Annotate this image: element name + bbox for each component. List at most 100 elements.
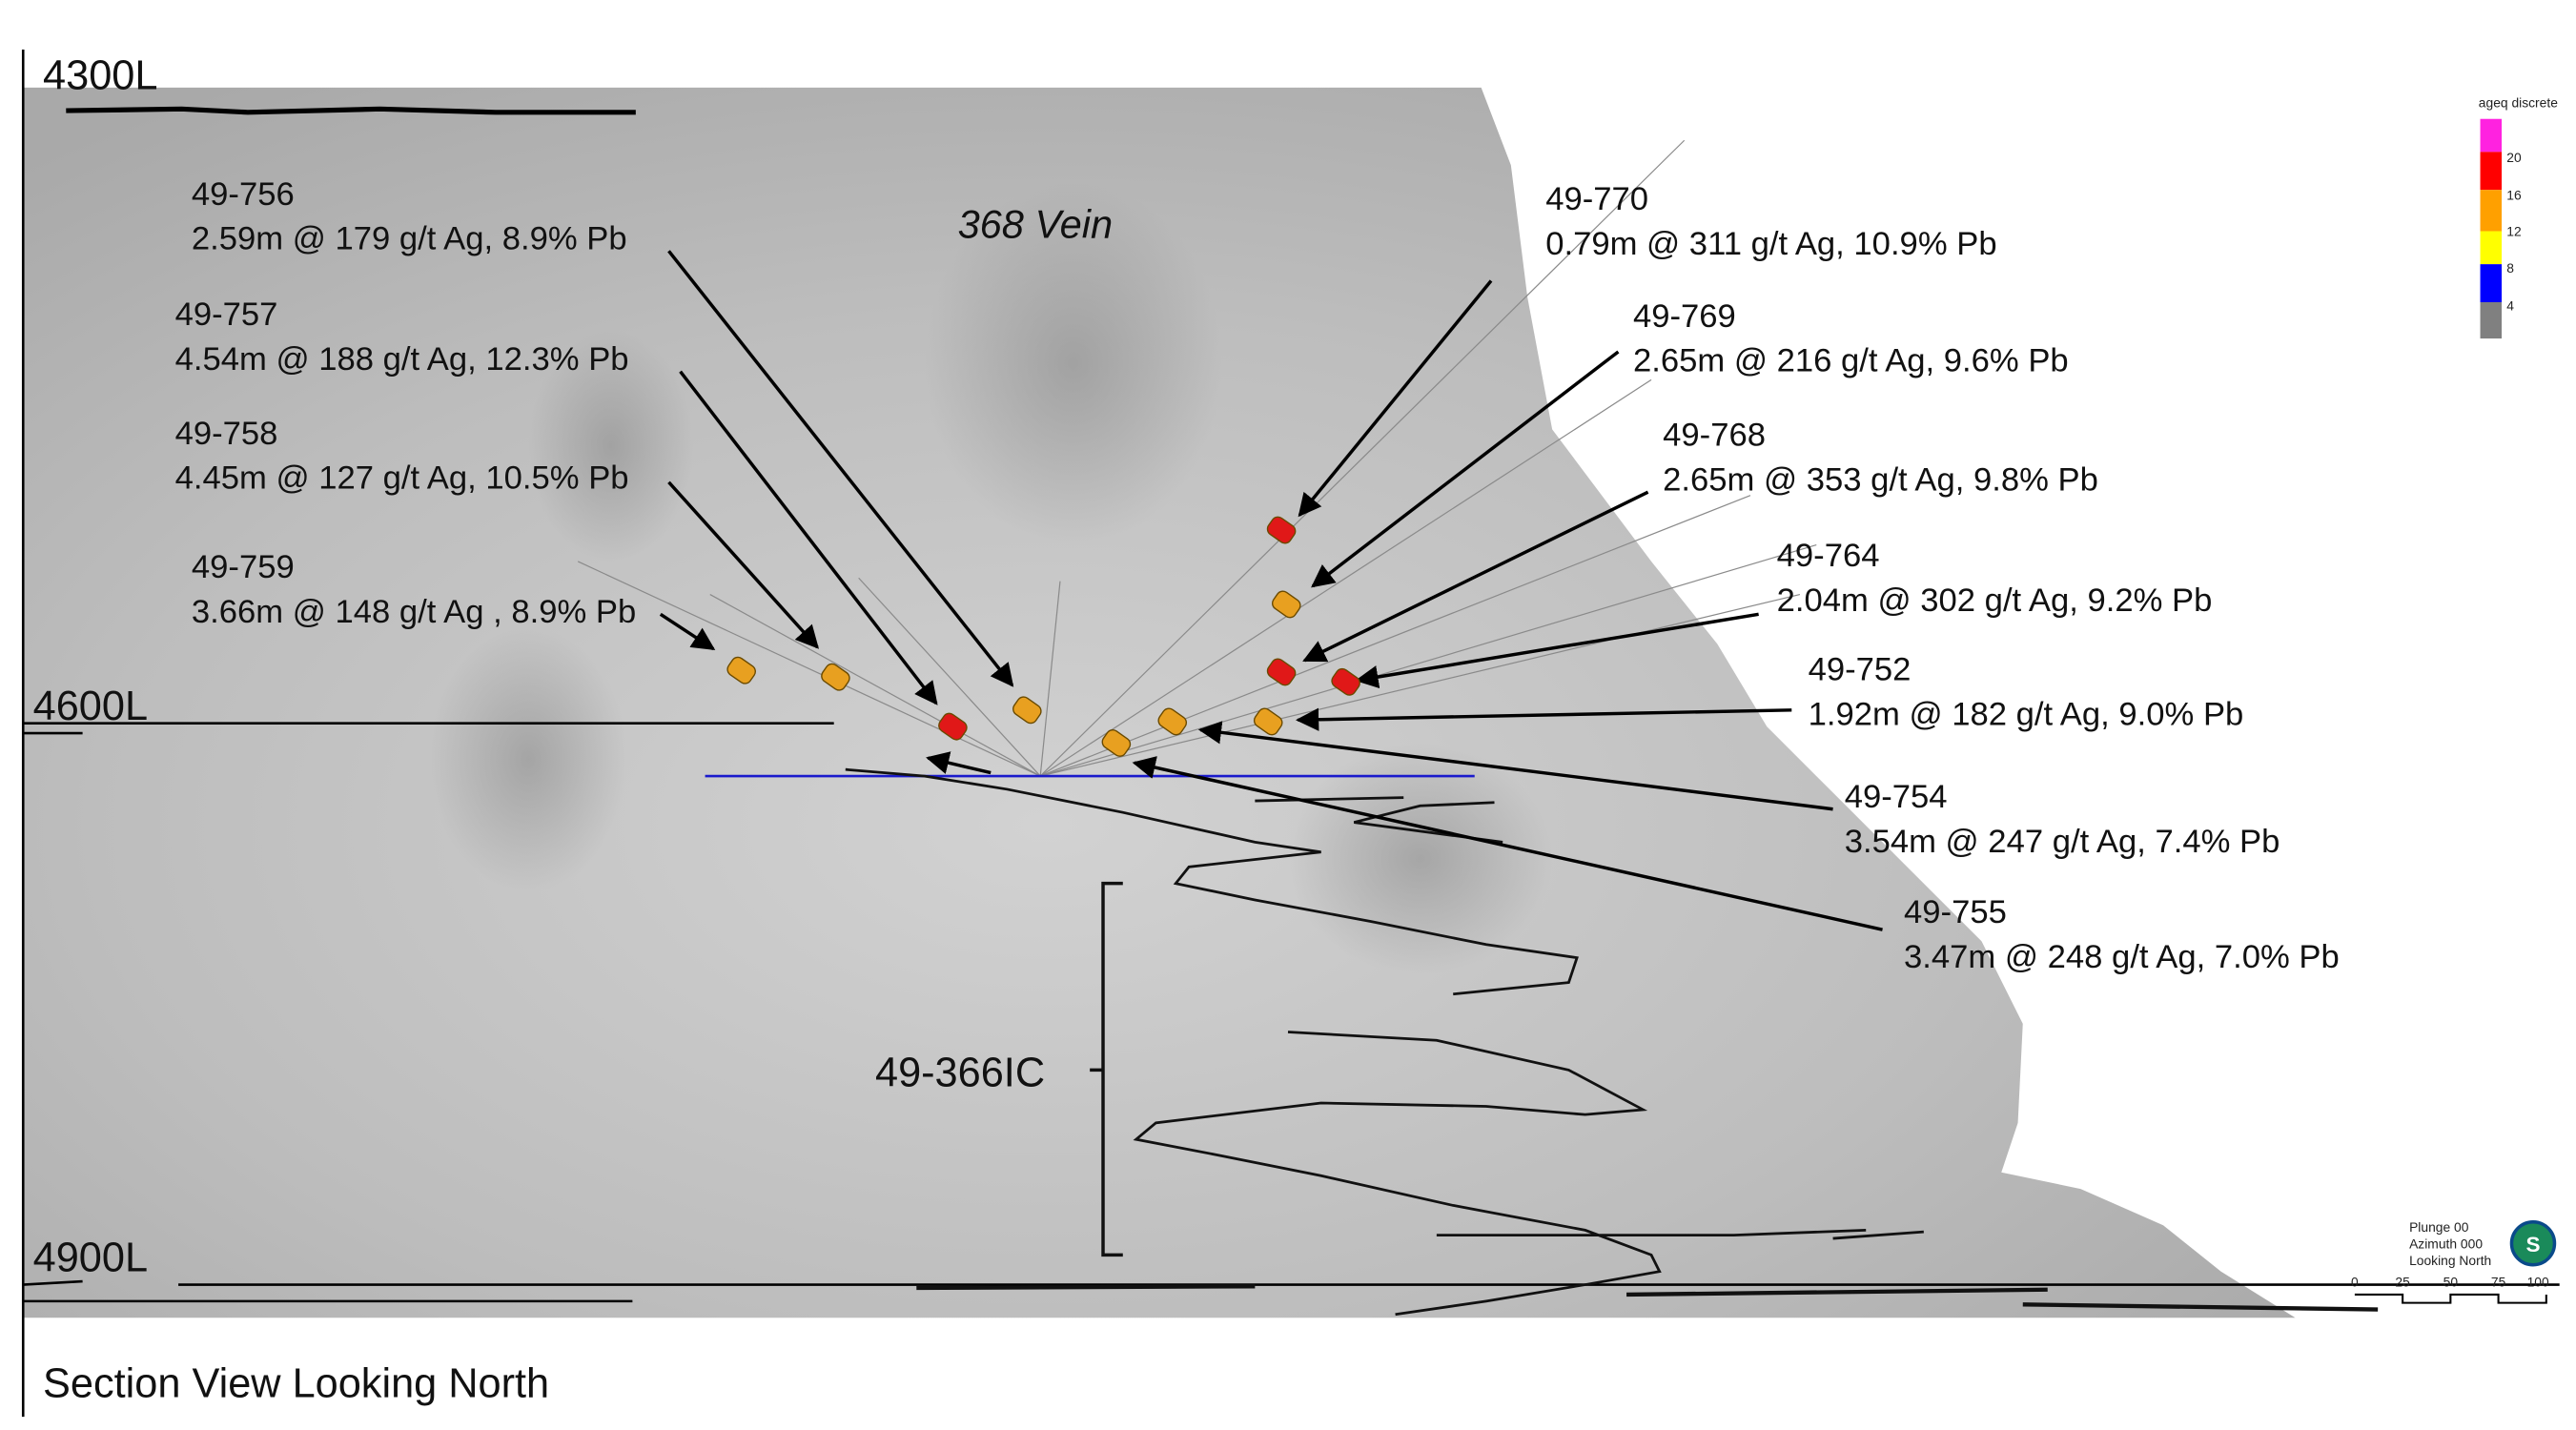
intercept-result: 2.65m @ 216 g/t Ag, 9.6% Pb bbox=[1633, 343, 2069, 379]
arrow bbox=[667, 250, 1014, 687]
intercept-result: 2.04m @ 302 g/t Ag, 9.2% Pb bbox=[1777, 582, 2213, 619]
intercept-result: 3.47m @ 248 g/t Ag, 7.0% Pb bbox=[1904, 939, 2340, 975]
hole-id: 49-770 bbox=[1545, 181, 1648, 217]
hole-id: 49-755 bbox=[1904, 894, 2007, 930]
shade bbox=[1288, 743, 1553, 974]
intercept-cylinder bbox=[726, 656, 756, 684]
drift bbox=[916, 1284, 2379, 1312]
intercept-cylinder bbox=[1253, 707, 1283, 736]
drill-trace bbox=[577, 561, 1041, 777]
scale-label: 50 bbox=[2443, 1274, 2459, 1289]
arrow bbox=[1311, 350, 1620, 588]
view-text: Looking North bbox=[2409, 1253, 2491, 1268]
intercept-result: 4.45m @ 127 g/t Ag, 10.5% Pb bbox=[175, 460, 629, 497]
intercept-cylinder bbox=[1271, 590, 1301, 619]
level-label: 4900L bbox=[33, 1236, 148, 1281]
vein-label: 368 Vein bbox=[958, 201, 1113, 246]
arrow bbox=[1197, 721, 1833, 811]
intercept: 49-756 2.59m @ 179 g/t Ag, 8.9% Pb bbox=[192, 176, 1042, 725]
drill-trace bbox=[858, 577, 1041, 777]
compass bbox=[2509, 1220, 2557, 1267]
hole-label: 49-366IC bbox=[875, 1051, 1045, 1096]
intercept-cylinder bbox=[1157, 707, 1188, 736]
arrow bbox=[1355, 612, 1759, 689]
intercept-cylinder bbox=[1331, 667, 1360, 696]
compass-glyph: S bbox=[2525, 1233, 2540, 1256]
level-4900-line bbox=[23, 1279, 83, 1286]
intercept-cylinder bbox=[1266, 516, 1297, 544]
scale-label: 0 bbox=[2351, 1274, 2359, 1289]
hole-id: 49-756 bbox=[192, 176, 295, 213]
hole-id: 49-754 bbox=[1845, 779, 1948, 815]
view-text: Azimuth 000 bbox=[2409, 1236, 2483, 1251]
drill-traces bbox=[577, 139, 1817, 777]
hole-id: 49-764 bbox=[1777, 538, 1880, 574]
arrow bbox=[1302, 490, 1649, 663]
arrow bbox=[1132, 756, 1883, 931]
legend-swatch bbox=[2480, 118, 2503, 153]
intercept-result: 1.92m @ 182 g/t Ag, 9.0% Pb bbox=[1809, 696, 2244, 732]
shade bbox=[924, 181, 1222, 545]
intercept-cylinder bbox=[1101, 729, 1132, 757]
intercept: 49-769 2.65m @ 216 g/t Ag, 9.6% Pb bbox=[1271, 298, 2069, 619]
view-info: Plunge 00 Azimuth 000 Looking North S bbox=[2409, 1219, 2557, 1268]
drill-trace bbox=[709, 594, 1041, 777]
arrow bbox=[667, 480, 819, 649]
intercept: 49-757 4.54m @ 188 g/t Ag, 12.3% Pb bbox=[175, 296, 968, 741]
hole-id: 49-752 bbox=[1809, 652, 1912, 688]
intercept: 49-768 2.65m @ 353 g/t Ag, 9.8% Pb bbox=[1266, 418, 2098, 686]
scale-line bbox=[2354, 1293, 2547, 1304]
intercept: 49-755 3.47m @ 248 g/t Ag, 7.0% Pb bbox=[1101, 729, 2340, 975]
legend-swatch bbox=[2480, 301, 2503, 339]
shade bbox=[528, 330, 694, 562]
legend-swatch bbox=[2480, 264, 2503, 302]
intercept-result: 4.54m @ 188 g/t Ag, 12.3% Pb bbox=[175, 341, 629, 378]
intercept-cylinder bbox=[821, 663, 850, 691]
level-label: 4300L bbox=[43, 53, 157, 99]
arrow bbox=[659, 612, 716, 651]
legend: ageq discrete 20 16 12 8 4 bbox=[2479, 95, 2558, 339]
intercept-cylinder bbox=[1266, 658, 1297, 686]
scale-bar: 0 25 50 75 100 bbox=[2351, 1274, 2549, 1304]
shade bbox=[429, 627, 628, 892]
drill-trace bbox=[1039, 581, 1061, 777]
hole-49-366ic-trace bbox=[845, 767, 1924, 1317]
intercept-result: 3.66m @ 148 g/t Ag , 8.9% Pb bbox=[192, 594, 636, 630]
legend-swatch bbox=[2480, 190, 2503, 232]
hole-id: 49-758 bbox=[175, 416, 278, 452]
legend-tick: 4 bbox=[2506, 298, 2514, 314]
intercept-result: 0.79m @ 311 g/t Ag, 10.9% Pb bbox=[1545, 226, 1996, 262]
scale-label: 100 bbox=[2527, 1274, 2549, 1289]
arrow bbox=[1295, 707, 1792, 731]
hole-id: 49-757 bbox=[175, 296, 278, 333]
intercept: 49-754 3.54m @ 247 g/t Ag, 7.4% Pb bbox=[1157, 707, 2280, 860]
intercept-result: 3.54m @ 247 g/t Ag, 7.4% Pb bbox=[1845, 824, 2280, 860]
drill-trace bbox=[1039, 378, 1652, 777]
view-text: Plunge 00 bbox=[2409, 1219, 2469, 1235]
drill-trace bbox=[1040, 593, 1801, 777]
scale-label: 25 bbox=[2395, 1274, 2410, 1289]
intercept-result: 2.65m @ 353 g/t Ag, 9.8% Pb bbox=[1663, 461, 2098, 498]
intercept-cylinder bbox=[938, 712, 968, 741]
drill-trace bbox=[1040, 544, 1817, 777]
drill-trace bbox=[1039, 495, 1751, 777]
level-label: 4600L bbox=[33, 684, 148, 729]
intercept: 49-758 4.45m @ 127 g/t Ag, 10.5% Pb bbox=[175, 416, 850, 691]
arrow bbox=[926, 751, 992, 775]
legend-swatch bbox=[2480, 152, 2503, 191]
level-4300-drift bbox=[66, 106, 636, 115]
arrow bbox=[679, 370, 938, 705]
legend-swatch bbox=[2480, 231, 2503, 265]
legend-tick: 8 bbox=[2506, 260, 2514, 276]
legend-tick: 20 bbox=[2506, 150, 2522, 165]
hole-id: 49-769 bbox=[1633, 298, 1736, 335]
intercept: 49-764 2.04m @ 302 g/t Ag, 9.2% Pb bbox=[1331, 538, 2213, 696]
scale-label: 75 bbox=[2491, 1274, 2506, 1289]
intercept-result: 2.59m @ 179 g/t Ag, 8.9% Pb bbox=[192, 221, 627, 257]
legend-title: ageq discrete bbox=[2479, 95, 2558, 111]
arrow bbox=[1298, 279, 1493, 518]
drill-trace bbox=[1039, 139, 1686, 777]
